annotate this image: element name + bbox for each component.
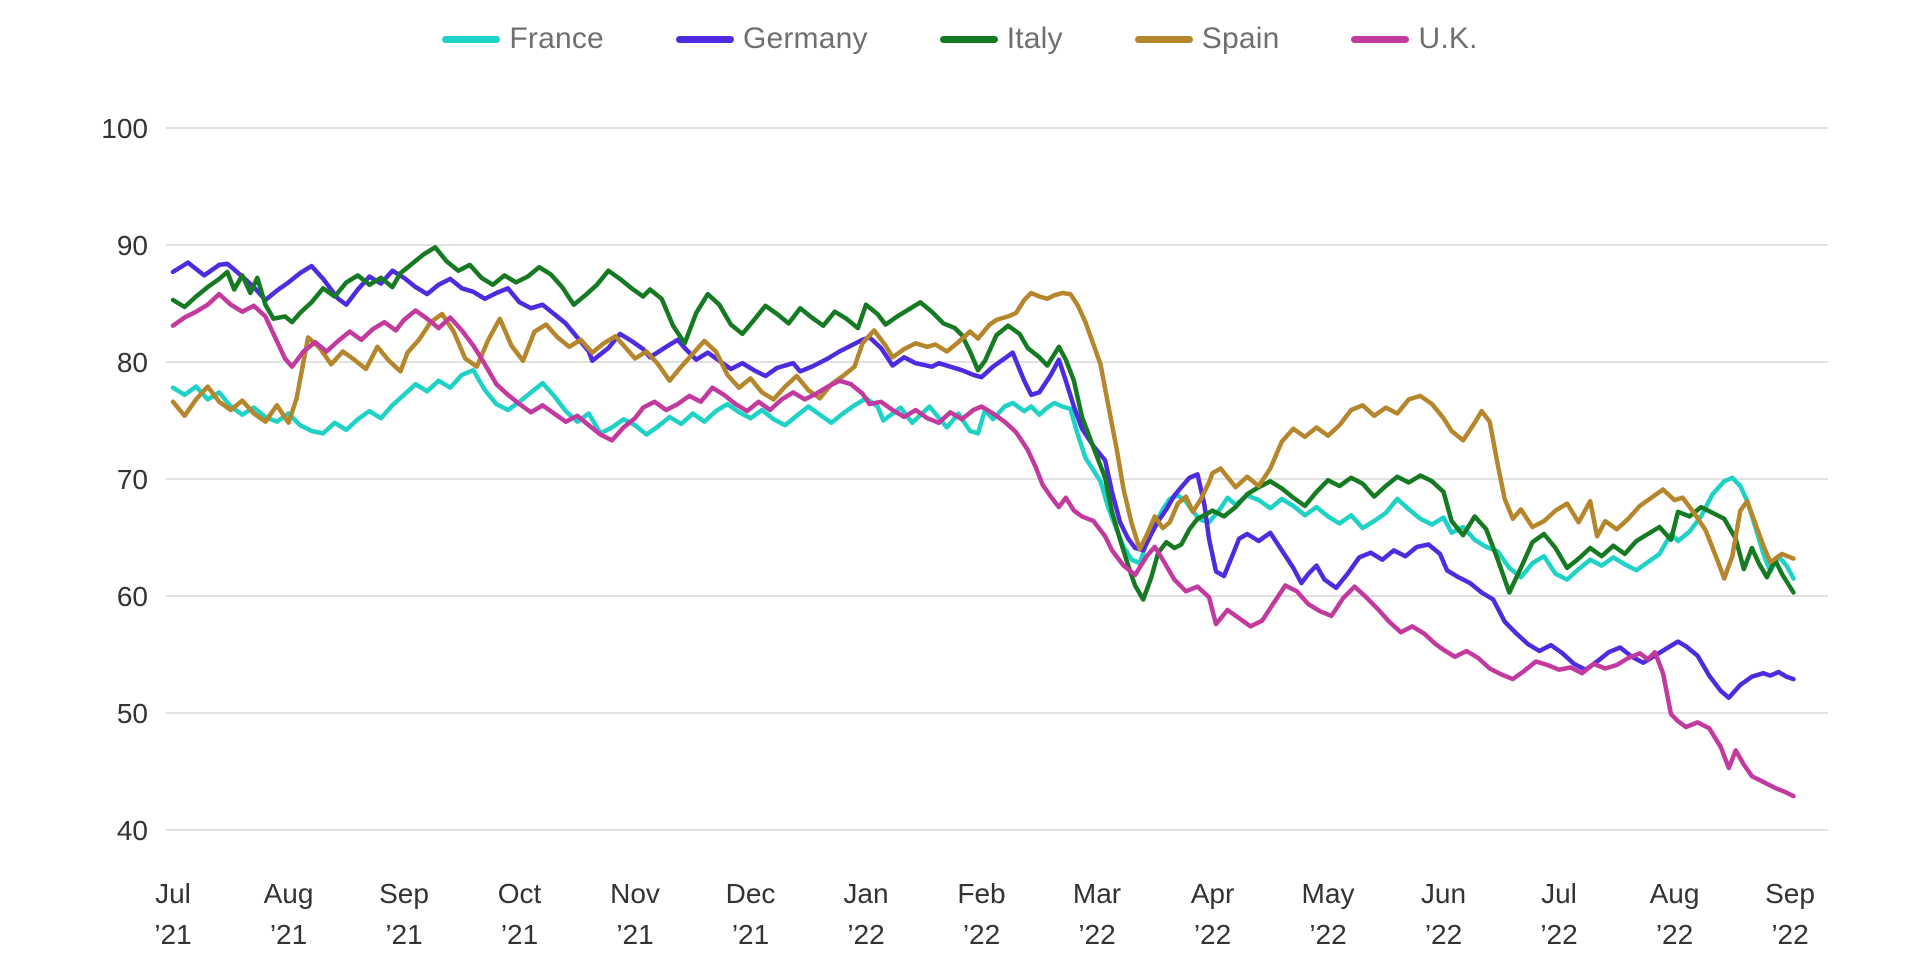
series-line-france <box>170 367 1796 582</box>
x-tick-year-7: ’22 <box>963 919 1000 950</box>
series-line-uk <box>170 291 1796 799</box>
series-line-spain <box>170 290 1796 581</box>
x-tick-year-14: ’22 <box>1771 919 1808 950</box>
x-tick-year-1: ’21 <box>270 919 307 950</box>
x-tick-month-1: Aug <box>264 878 314 909</box>
gridlines <box>166 127 1828 831</box>
series-line-germany <box>170 260 1796 701</box>
legend-label-uk: U.K. <box>1418 22 1478 55</box>
x-tick-year-10: ’22 <box>1309 919 1346 950</box>
x-tick-year-3: ’21 <box>501 919 538 950</box>
x-tick-month-5: Dec <box>726 878 776 909</box>
legend-label-italy: Italy <box>1006 22 1063 55</box>
y-axis-labels: 100 90 80 70 60 50 40 <box>101 113 148 846</box>
x-tick-year-12: ’22 <box>1540 919 1577 950</box>
series-lines <box>170 245 1796 799</box>
x-tick-month-4: Nov <box>610 878 660 909</box>
x-tick-month-0: Jul <box>155 878 191 909</box>
series-line-italy <box>170 245 1796 602</box>
legend-label-france: France <box>509 22 604 55</box>
y-tick-label-100: 100 <box>101 113 148 144</box>
x-tick-month-6: Jan <box>843 878 888 909</box>
y-tick-label-50: 50 <box>117 698 148 729</box>
x-tick-year-11: ’22 <box>1425 919 1462 950</box>
x-tick-year-0: ’21 <box>154 919 191 950</box>
legend-label-spain: Spain <box>1201 22 1280 55</box>
legend-swatch-uk <box>1351 35 1410 43</box>
legend-item-spain[interactable]: Spain <box>1134 22 1280 56</box>
legend-label-germany: Germany <box>742 22 868 55</box>
y-tick-label-70: 70 <box>117 464 148 495</box>
x-tick-month-7: Feb <box>957 878 1005 909</box>
x-tick-month-14: Sep <box>1765 878 1815 909</box>
x-tick-month-11: Jun <box>1421 878 1466 909</box>
x-tick-year-13: ’22 <box>1656 919 1693 950</box>
x-tick-month-13: Aug <box>1650 878 1700 909</box>
chart-legend: France Germany Italy Spain U.K. <box>0 22 1920 56</box>
x-tick-year-9: ’22 <box>1194 919 1231 950</box>
legend-item-france[interactable]: France <box>442 22 604 56</box>
legend-item-italy[interactable]: Italy <box>939 22 1063 56</box>
x-tick-month-3: Oct <box>498 878 542 909</box>
x-tick-month-9: Apr <box>1191 878 1235 909</box>
x-tick-month-12: Jul <box>1541 878 1577 909</box>
legend-swatch-germany <box>675 35 734 43</box>
y-tick-label-60: 60 <box>117 581 148 612</box>
x-tick-year-2: ’21 <box>385 919 422 950</box>
x-tick-year-5: ’21 <box>732 919 769 950</box>
y-tick-label-80: 80 <box>117 347 148 378</box>
x-tick-month-10: May <box>1302 878 1355 909</box>
legend-swatch-italy <box>939 35 998 43</box>
x-tick-year-6: ’22 <box>847 919 884 950</box>
x-axis-labels: Jul ’21 Aug ’21 Sep ’21 Oct ’21 Nov ’21 Dec ’21 Jan ’… <box>154 878 1815 950</box>
legend-swatch-spain <box>1134 35 1193 43</box>
x-tick-year-4: ’21 <box>616 919 653 950</box>
x-tick-year-8: ’22 <box>1078 919 1115 950</box>
y-tick-label-90: 90 <box>117 230 148 261</box>
y-tick-label-40: 40 <box>117 815 148 846</box>
legend-item-uk[interactable]: U.K. <box>1351 22 1477 56</box>
x-tick-month-2: Sep <box>379 878 429 909</box>
x-tick-month-8: Mar <box>1073 878 1121 909</box>
legend-swatch-france <box>442 35 501 43</box>
legend-item-germany[interactable]: Germany <box>675 22 868 56</box>
